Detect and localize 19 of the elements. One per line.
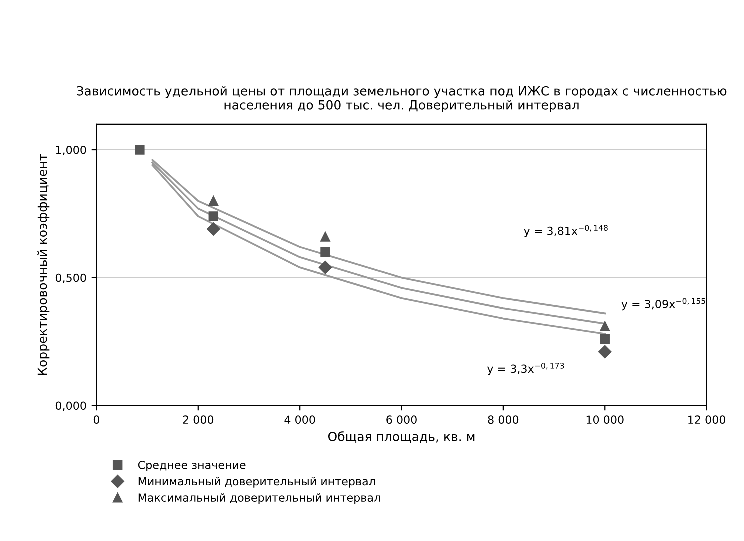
y-axis-title: Корректировочный коэффициент xyxy=(38,154,50,376)
annotation: y = 3,81x$^{−0,148}$ xyxy=(524,225,608,238)
x-axis-title: Общая площадь, кв. м xyxy=(328,432,475,444)
legend-label: Максимальный доверительный интервал xyxy=(138,493,380,504)
x-tick-label: 2 000 xyxy=(183,416,214,424)
x-tick-label: 8 000 xyxy=(488,416,519,424)
x-tick-label: 10 000 xyxy=(586,416,624,424)
annotation: y = 3,3x$^{−0,173}$ xyxy=(488,362,564,376)
legend-label: Среднее значение xyxy=(138,460,246,472)
x-tick-label: 12 000 xyxy=(688,416,726,424)
x-tick-label: 6 000 xyxy=(386,416,417,424)
chart-title: Зависимость удельной цены от площади земельного участка под ИЖС в городах с численностью населения до 500 тыс. чел. Доверительный интервал xyxy=(77,86,727,112)
x-tick-label: 0 xyxy=(94,416,100,424)
annotation: y = 3,09x$^{−0,155}$ xyxy=(622,298,706,311)
x-tick-label: 4 000 xyxy=(284,416,316,424)
y-tick-label: 0,000 xyxy=(56,402,86,412)
y-tick-label: 1,000 xyxy=(56,146,86,156)
legend-label: Минимальный доверительный интервал xyxy=(138,477,376,488)
y-tick-label: 0,500 xyxy=(56,274,86,284)
